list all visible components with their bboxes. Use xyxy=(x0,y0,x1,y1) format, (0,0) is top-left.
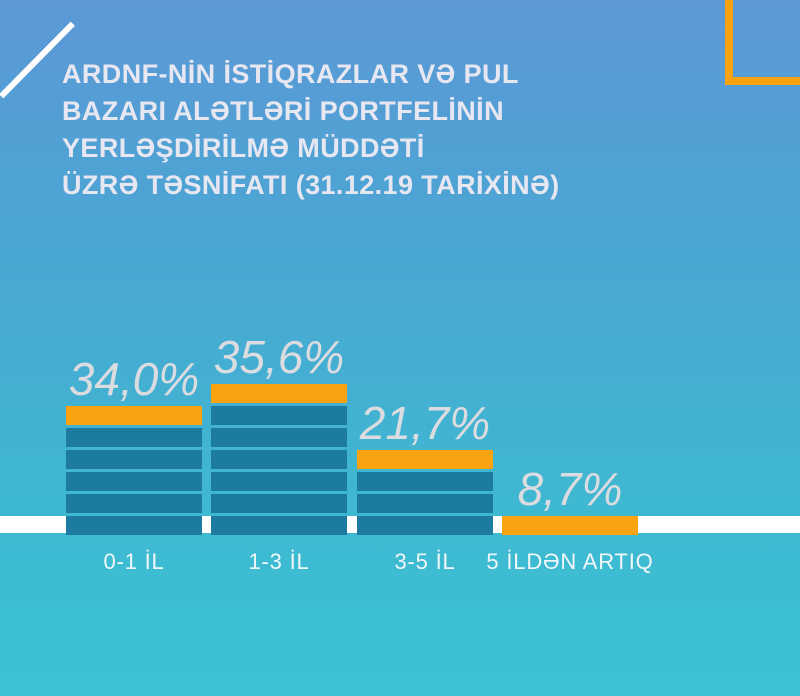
value-label: 8,7% xyxy=(517,463,623,515)
bar-segment-orange xyxy=(211,384,347,403)
category-label: 0-1 İL xyxy=(103,549,165,574)
chart-title: ARDNF-NİN İSTİQRAZLAR VƏ PUL BAZARI ALƏT… xyxy=(62,56,559,204)
bar-segment-orange xyxy=(502,516,638,535)
bar-group-0 xyxy=(66,406,202,535)
chart-title-line: ARDNF-NİN İSTİQRAZLAR VƏ PUL xyxy=(62,59,519,89)
category-label: 5 İLDƏN ARTIQ xyxy=(486,549,654,574)
chart-title-line: BAZARI ALƏTLƏRİ PORTFELİNİN xyxy=(62,96,504,126)
bar-segment-teal xyxy=(66,516,202,535)
category-label: 1-3 İL xyxy=(248,549,310,574)
bar-segment-teal xyxy=(66,494,202,513)
value-label: 21,7% xyxy=(359,397,491,449)
bar-segment-teal xyxy=(357,494,493,513)
bar-segment-orange xyxy=(66,406,202,425)
bar-segment-teal xyxy=(357,516,493,535)
bar-segment-teal xyxy=(211,472,347,491)
value-label: 34,0% xyxy=(68,353,200,405)
bar-segment-orange xyxy=(357,450,493,469)
bar-segment-teal xyxy=(211,516,347,535)
bar-segment-teal xyxy=(211,494,347,513)
bar-segment-teal xyxy=(357,472,493,491)
bar-group-3 xyxy=(502,516,638,535)
bar-segment-teal xyxy=(66,472,202,491)
bar-segment-teal xyxy=(66,450,202,469)
value-label: 35,6% xyxy=(213,331,345,383)
bar-segment-teal xyxy=(66,428,202,447)
bar-segment-teal xyxy=(211,406,347,425)
category-label: 3-5 İL xyxy=(394,549,456,574)
bar-group-2 xyxy=(357,450,493,535)
chart-title-line: ÜZRƏ TƏSNİFATI (31.12.19 TARİXİNƏ) xyxy=(62,170,560,200)
chart-title-line: YERLƏŞDİRİLMƏ MÜDDƏTİ xyxy=(62,133,425,163)
bar-segment-teal xyxy=(211,428,347,447)
corner-bracket-decoration xyxy=(725,0,800,85)
bar-segment-teal xyxy=(211,450,347,469)
bar-group-1 xyxy=(211,384,347,535)
